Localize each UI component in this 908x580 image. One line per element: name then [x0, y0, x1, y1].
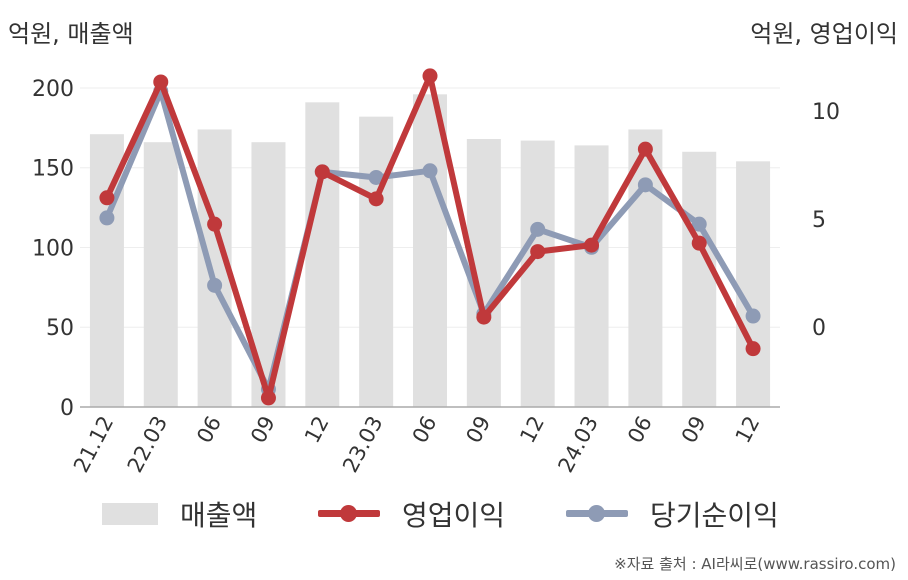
x-tick-label: 24.03	[554, 412, 603, 476]
point-operating	[260, 390, 276, 406]
legend-swatch-net	[566, 503, 628, 525]
bar-sales	[736, 161, 771, 407]
bar-sales	[143, 142, 178, 407]
point-operating	[476, 309, 492, 325]
legend-item-operating: 영업이익	[318, 494, 505, 534]
x-tick-label: 23.03	[338, 412, 387, 476]
right-tick-label: 0	[812, 316, 826, 341]
x-tick-label: 09	[246, 412, 280, 447]
point-operating	[207, 216, 223, 232]
bar-sales	[682, 151, 717, 407]
legend: 매출액 영업이익 당기순이익	[0, 494, 908, 534]
legend-swatch-sales	[102, 503, 158, 525]
point-net	[368, 169, 384, 185]
point-operating	[314, 164, 330, 180]
x-tick-label: 12	[300, 412, 334, 447]
left-tick-label: 100	[32, 236, 74, 261]
left-tick-label: 50	[46, 316, 74, 341]
bar-sales	[628, 129, 663, 407]
right-axis-unit: 억원, 영업이익	[750, 20, 898, 48]
legend-item-sales: 매출액	[102, 494, 257, 534]
left-tick-label: 200	[32, 77, 74, 102]
source-note: ※자료 출처 : AI라씨로(www.rassiro.com)	[614, 555, 896, 573]
legend-swatch-operating	[318, 503, 380, 525]
x-tick-label: 21.12	[69, 412, 118, 476]
x-tick-label: 12	[515, 412, 549, 447]
x-tick-label: 06	[408, 412, 442, 447]
bar-sales	[359, 116, 394, 408]
point-operating	[530, 244, 546, 260]
point-net	[207, 277, 223, 293]
x-tick-label: 06	[192, 412, 226, 447]
point-operating	[368, 191, 384, 207]
point-operating	[422, 68, 438, 84]
x-tick-label: 12	[731, 412, 765, 447]
point-operating	[584, 237, 600, 253]
x-tick-label: 09	[677, 412, 711, 447]
point-net	[422, 163, 438, 179]
x-tick-label: 09	[462, 412, 496, 447]
point-net	[637, 177, 653, 193]
bar-sales	[413, 94, 447, 407]
bar-sales	[574, 145, 609, 407]
point-net	[530, 221, 546, 237]
legend-label-sales: 매출액	[180, 499, 258, 532]
point-operating	[691, 235, 707, 251]
point-operating	[637, 141, 653, 157]
point-operating	[153, 74, 169, 90]
point-net	[745, 308, 761, 324]
point-operating	[745, 341, 761, 357]
left-tick-label: 150	[32, 157, 74, 182]
right-tick-label: 5	[812, 208, 826, 233]
point-net	[691, 216, 707, 232]
legend-label-net: 당기순이익	[650, 499, 779, 532]
right-tick-label: 10	[812, 100, 840, 125]
left-axis-unit: 억원, 매출액	[8, 20, 134, 48]
bar-sales	[305, 102, 340, 408]
left-tick-label: 0	[60, 396, 74, 421]
bar-sales	[520, 140, 555, 407]
legend-item-net: 당기순이익	[566, 494, 779, 534]
x-tick-label: 22.03	[123, 412, 172, 476]
point-operating	[99, 190, 115, 206]
x-tick-label: 06	[623, 412, 657, 447]
legend-label-operating: 영업이익	[402, 499, 506, 532]
point-net	[99, 210, 115, 226]
